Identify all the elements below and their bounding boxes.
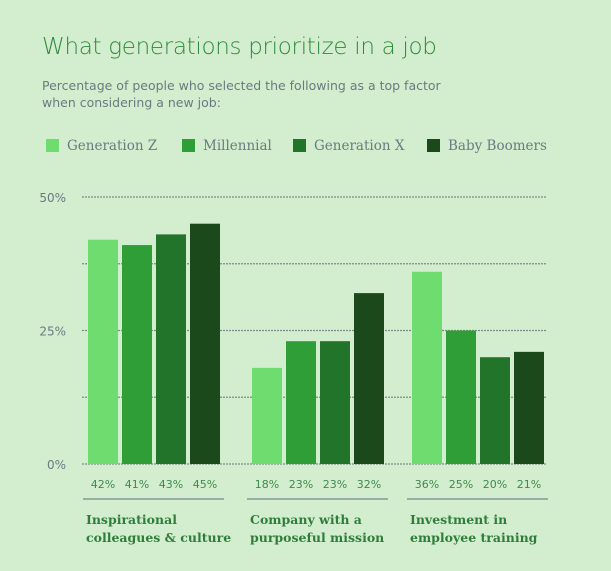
legend-label: Generation Z <box>67 138 157 154</box>
category-label: Company with a <box>250 512 362 527</box>
data-label: 25% <box>449 478 473 491</box>
data-label: 23% <box>323 478 347 491</box>
y-tick-label: 0% <box>47 458 66 472</box>
data-label: 41% <box>125 478 149 491</box>
data-label: 45% <box>193 478 217 491</box>
data-label: 32% <box>357 478 381 491</box>
bar <box>412 271 442 464</box>
category-label: purposeful mission <box>250 530 384 545</box>
bar <box>88 239 118 464</box>
data-label: 43% <box>159 478 183 491</box>
bar <box>156 234 186 464</box>
category-label: employee training <box>410 530 538 545</box>
legend-swatch <box>293 139 306 152</box>
bar <box>122 245 152 464</box>
y-tick-label: 50% <box>39 191 66 205</box>
data-label: 21% <box>517 478 541 491</box>
bar <box>480 357 510 464</box>
category-label: Inspirational <box>86 512 177 527</box>
bar <box>514 351 544 464</box>
legend-label: Baby Boomers <box>448 138 547 154</box>
data-label: 23% <box>289 478 313 491</box>
bar <box>320 341 350 464</box>
data-label: 20% <box>483 478 507 491</box>
legend-swatch <box>46 139 59 152</box>
data-label: 18% <box>255 478 279 491</box>
category-label: colleagues & culture <box>86 530 231 545</box>
bar <box>286 341 316 464</box>
bar <box>190 223 220 464</box>
data-label: 36% <box>415 478 439 491</box>
data-label: 42% <box>91 478 115 491</box>
legend-swatch <box>427 139 440 152</box>
bar <box>354 293 384 464</box>
bar <box>252 367 282 464</box>
legend-label: Millennial <box>203 138 272 154</box>
legend-swatch <box>182 139 195 152</box>
category-label: Investment in <box>410 512 507 527</box>
chart-title: What generations prioritize in a job <box>42 34 437 60</box>
chart-subtitle: Percentage of people who selected the fo… <box>42 78 441 110</box>
bar <box>446 330 476 464</box>
legend-label: Generation X <box>314 138 405 154</box>
y-tick-label: 25% <box>39 325 66 339</box>
